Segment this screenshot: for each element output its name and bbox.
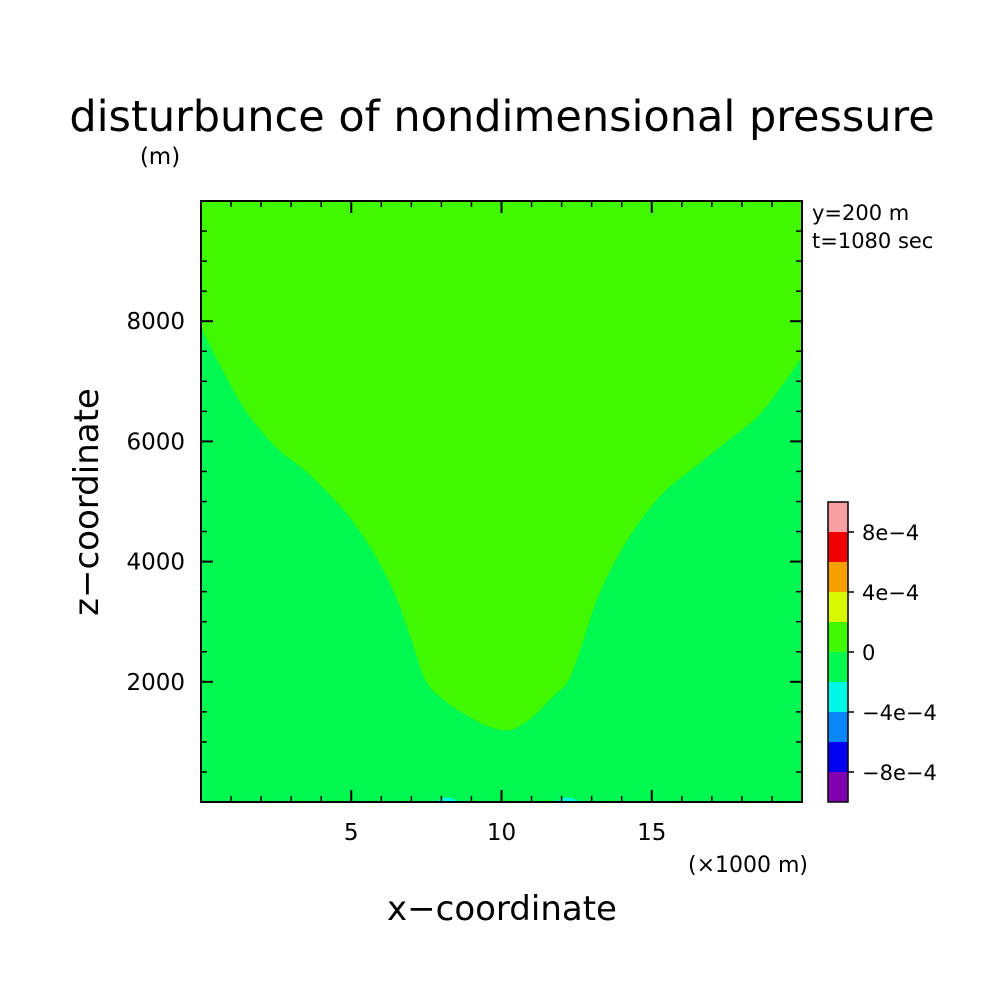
y-tick-label: 4000 <box>126 550 185 576</box>
legend-label: −4e−4 <box>862 701 937 725</box>
legend-label: −8e−4 <box>862 761 937 785</box>
legend-swatch <box>828 532 848 562</box>
legend-swatch <box>828 562 848 592</box>
plot-area <box>200 200 803 803</box>
x-tick-label: 15 <box>637 820 666 846</box>
y-unit-label: (m) <box>140 144 180 170</box>
legend-swatch <box>828 592 848 622</box>
y-axis-label: z−coordinate <box>67 388 107 616</box>
annotation-y-position: y=200 m <box>812 201 909 225</box>
y-tick-label: 8000 <box>126 309 185 335</box>
legend-label: 0 <box>862 641 875 665</box>
legend-swatch <box>828 742 848 772</box>
plot-frame <box>200 200 803 803</box>
contour-region-positive <box>201 201 802 731</box>
legend-label: 8e−4 <box>862 521 919 545</box>
y-tick-labels: 2000 4000 6000 8000 <box>126 309 185 696</box>
chart-title: disturbunce of nondimensional pressure <box>69 92 934 142</box>
x-unit-label: (×1000 m) <box>688 853 808 878</box>
legend-swatch <box>828 622 848 652</box>
y-tick-label: 6000 <box>126 429 185 455</box>
legend-swatch <box>828 682 848 712</box>
major-ticks <box>201 201 802 802</box>
y-tick-label: 2000 <box>126 670 185 696</box>
legend-swatch <box>828 712 848 742</box>
x-tick-labels: 5 10 15 <box>344 820 666 846</box>
x-tick-label: 5 <box>344 820 359 846</box>
legend-swatch <box>828 502 848 532</box>
x-axis-label: x−coordinate <box>387 889 617 929</box>
annotation-time: t=1080 sec <box>812 229 933 253</box>
x-tick-label: 10 <box>487 820 516 846</box>
legend-swatch <box>828 772 848 802</box>
legend-swatch <box>828 652 848 682</box>
color-legend: 8e−4 4e−4 0 −4e−4 −8e−4 <box>827 501 937 803</box>
legend-label: 4e−4 <box>862 581 919 605</box>
